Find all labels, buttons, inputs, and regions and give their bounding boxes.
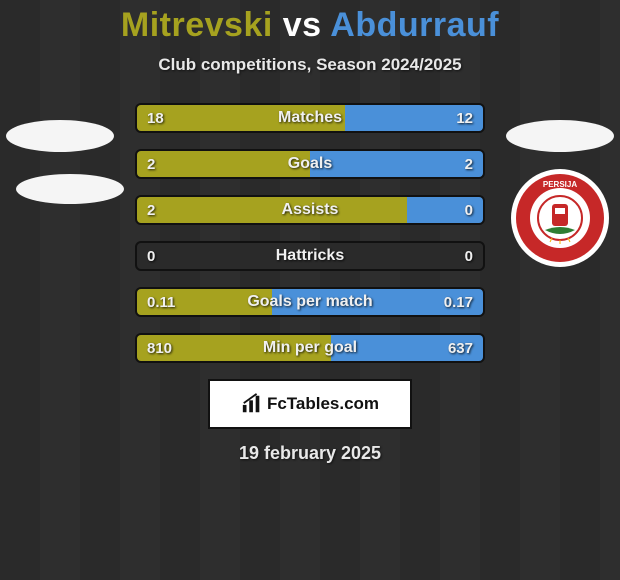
left-ellipse-2 xyxy=(16,174,124,204)
right-club-badge: PERSIJA xyxy=(510,168,610,268)
stat-value-right: 2 xyxy=(465,156,473,173)
stat-overlay: 0.11 0.17 xyxy=(137,289,483,315)
left-ellipse-1 xyxy=(6,120,114,152)
brand-chart-icon xyxy=(241,393,263,415)
stat-value-left: 18 xyxy=(147,110,164,127)
stat-overlay: 00 xyxy=(137,243,483,269)
stat-row: Goals22 xyxy=(135,149,485,179)
content-container: Mitrevski vs Abdurrauf Club competitions… xyxy=(0,0,620,464)
stat-value-right: 0 xyxy=(465,248,473,265)
stat-value-right: 0 xyxy=(465,202,473,219)
stat-overlay: 22 xyxy=(137,151,483,177)
stat-value-left: 2 xyxy=(147,156,155,173)
stat-overlay: 20 xyxy=(137,197,483,223)
stats-container: Matches1812Goals22Assists20Hattricks00Go… xyxy=(135,103,485,363)
badge-top-text: PERSIJA xyxy=(543,180,577,189)
stat-value-left: 2 xyxy=(147,202,155,219)
badge-svg: PERSIJA xyxy=(510,168,610,268)
stat-row: Assists20 xyxy=(135,195,485,225)
page-title: Mitrevski vs Abdurrauf xyxy=(0,6,620,45)
stat-row: Matches1812 xyxy=(135,103,485,133)
stat-row: Goals per match0.110.17 xyxy=(135,287,485,317)
brand-text: FcTables.com xyxy=(267,394,379,414)
stat-value-left: 0.11 xyxy=(147,294,175,311)
title-player1: Mitrevski xyxy=(121,6,273,44)
stat-overlay: 1812 xyxy=(137,105,483,131)
stat-row: Min per goal810637 xyxy=(135,333,485,363)
subtitle: Club competitions, Season 2024/2025 xyxy=(0,55,620,75)
title-vs: vs xyxy=(283,6,322,44)
stat-value-right: 0.17 xyxy=(444,294,473,311)
stat-overlay: 810 637 xyxy=(137,335,483,361)
stat-value-left: 810 xyxy=(147,340,172,357)
title-player2: Abdurrauf xyxy=(330,6,499,44)
stat-value-right: 637 xyxy=(448,340,473,357)
stat-value-left: 0 xyxy=(147,248,155,265)
date-text: 19 february 2025 xyxy=(0,443,620,464)
right-ellipse-1 xyxy=(506,120,614,152)
brand-box: FcTables.com xyxy=(208,379,412,429)
stat-row: Hattricks00 xyxy=(135,241,485,271)
stat-value-right: 12 xyxy=(456,110,473,127)
